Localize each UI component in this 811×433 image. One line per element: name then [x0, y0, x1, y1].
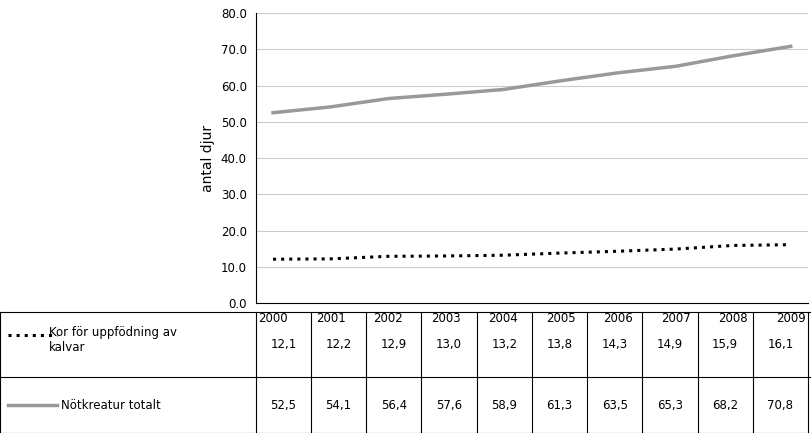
Text: 12,9: 12,9	[380, 338, 406, 351]
Text: 13,8: 13,8	[546, 338, 572, 351]
Y-axis label: antal djur: antal djur	[201, 124, 215, 192]
Text: 14,9: 14,9	[656, 338, 682, 351]
Text: 54,1: 54,1	[325, 399, 351, 412]
Text: 14,3: 14,3	[601, 338, 627, 351]
Text: 15,9: 15,9	[711, 338, 737, 351]
Text: 65,3: 65,3	[656, 399, 682, 412]
Text: Nötkreatur totalt: Nötkreatur totalt	[61, 399, 161, 412]
Text: 52,5: 52,5	[270, 399, 296, 412]
Text: 13,2: 13,2	[491, 338, 517, 351]
Text: 63,5: 63,5	[601, 399, 627, 412]
Text: 57,6: 57,6	[436, 399, 461, 412]
Text: 70,8: 70,8	[766, 399, 792, 412]
Text: Kor för uppfödning av
kalvar: Kor för uppfödning av kalvar	[49, 326, 177, 354]
Text: 16,1: 16,1	[766, 338, 792, 351]
Text: 12,1: 12,1	[270, 338, 296, 351]
Text: 12,2: 12,2	[325, 338, 351, 351]
Text: 58,9: 58,9	[491, 399, 517, 412]
Text: 13,0: 13,0	[436, 338, 461, 351]
Text: 61,3: 61,3	[546, 399, 572, 412]
Text: 56,4: 56,4	[380, 399, 406, 412]
Text: 68,2: 68,2	[711, 399, 737, 412]
